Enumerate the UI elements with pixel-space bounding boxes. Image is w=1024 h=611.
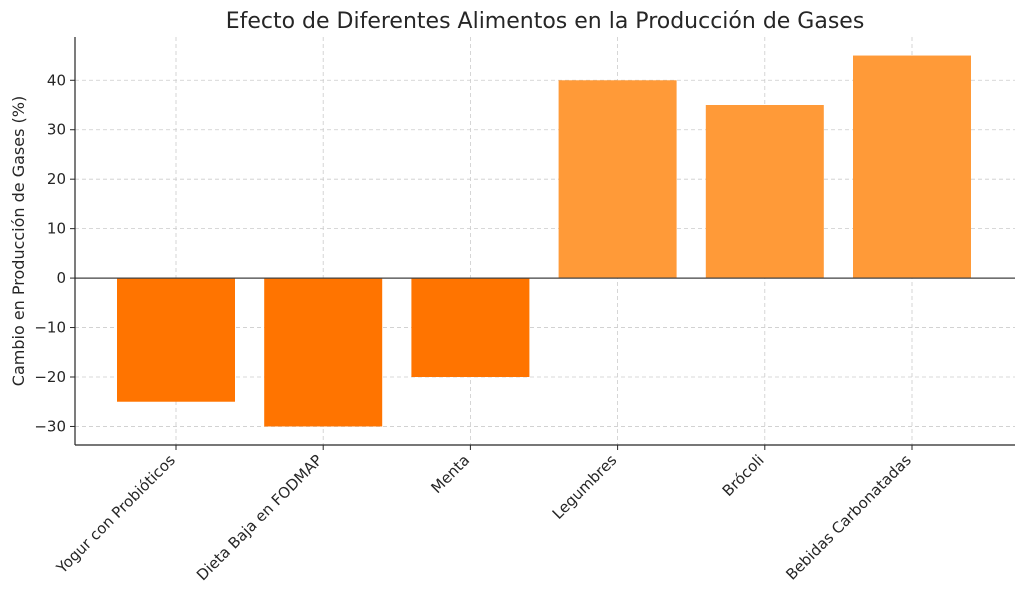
y-tick-label: 0 xyxy=(56,269,66,287)
bar xyxy=(117,278,235,402)
y-tick-label: −10 xyxy=(34,319,66,337)
y-axis-label: Cambio en Producción de Gases (%) xyxy=(9,96,28,386)
bar xyxy=(853,55,971,279)
x-tick-label: Brócoli xyxy=(719,451,768,500)
y-ticks: −30 −20 −10 0 10 20 30 40 xyxy=(34,71,75,435)
bar xyxy=(705,105,824,279)
x-tick-label: Yogur con Probióticos xyxy=(52,451,179,578)
bar xyxy=(411,278,530,377)
x-tick-label: Bebidas Carbonatadas xyxy=(782,451,915,584)
y-tick-label: 40 xyxy=(47,71,66,89)
chart-title: Efecto de Diferentes Alimentos en la Pro… xyxy=(226,9,865,34)
x-ticks: Yogur con Probióticos Dieta Baja en FODMA… xyxy=(52,445,915,584)
x-tick-label: Dieta Baja en FODMAP xyxy=(193,451,326,584)
y-tick-label: −20 xyxy=(34,368,66,386)
x-tick-label: Menta xyxy=(427,451,473,497)
x-tick-label: Legumbres xyxy=(549,451,621,523)
bars xyxy=(117,55,971,427)
bar xyxy=(264,278,383,427)
y-tick-label: 30 xyxy=(47,121,66,139)
y-tick-label: 10 xyxy=(47,220,66,238)
y-tick-label: −30 xyxy=(34,417,66,435)
bar xyxy=(558,80,677,279)
y-tick-label: 20 xyxy=(47,170,66,188)
